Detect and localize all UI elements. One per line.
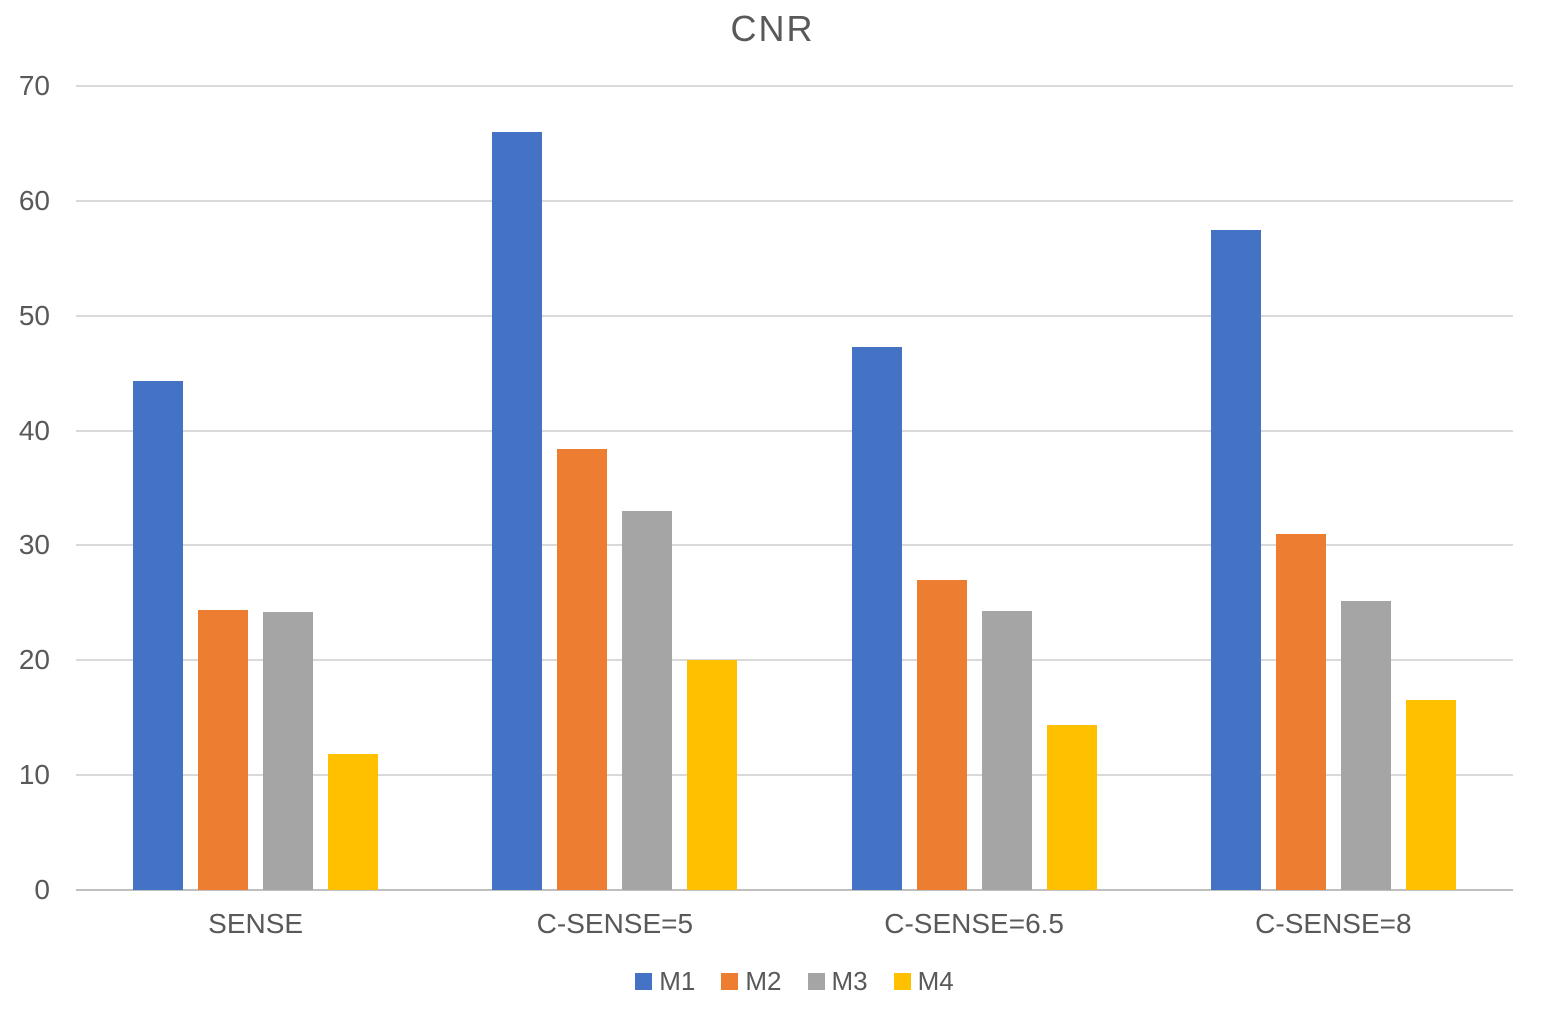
gridline-y-10 (76, 774, 1513, 777)
gridline-y-70 (76, 85, 1513, 87)
bar-m4-c-sense-8 (1406, 700, 1456, 890)
plot-area (76, 85, 1513, 891)
bar-m1-c-sense-5 (492, 132, 542, 890)
bar-m1-c-sense-6-5 (852, 347, 902, 890)
bar-m2-c-sense-6-5 (917, 580, 967, 890)
legend-item-m2: M2 (721, 966, 782, 997)
legend-item-m4: M4 (893, 966, 954, 997)
legend-swatch-m2 (721, 973, 739, 990)
bar-m1-sense (133, 381, 183, 890)
legend-label-m2: M2 (745, 966, 782, 996)
bar-m4-c-sense-5 (687, 660, 737, 890)
bar-m3-c-sense-5 (622, 511, 672, 890)
bar-m2-c-sense-5 (557, 449, 607, 890)
legend-label-m4: M4 (917, 966, 954, 996)
x-category-label-sense: SENSE (208, 908, 304, 939)
gridline-y-60 (76, 199, 1513, 202)
bar-m1-c-sense-8 (1211, 230, 1261, 890)
legend-label-m1: M1 (659, 966, 696, 996)
legend-item-m3: M3 (807, 966, 868, 997)
legend-item-m1: M1 (635, 966, 695, 997)
y-tick-label-10: 10 (18, 759, 50, 791)
bar-m3-c-sense-6-5 (982, 611, 1032, 890)
y-tick-label-70: 70 (18, 70, 50, 101)
y-tick-label-0: 0 (34, 874, 50, 905)
x-category-label-c-sense-6-5: C-SENSE=6.5 (884, 908, 1064, 939)
legend: M1 M2 M3 M4 (76, 966, 1513, 997)
bar-m3-c-sense-8 (1341, 601, 1391, 890)
x-category-label-c-sense-8: C-SENSE=8 (1255, 908, 1412, 939)
bar-m3-sense (263, 612, 313, 890)
legend-swatch-m4 (893, 973, 911, 990)
bar-m2-c-sense-8 (1276, 534, 1326, 890)
bar-m4-sense (328, 754, 378, 890)
y-tick-label-20: 20 (18, 644, 50, 676)
y-tick-label-60: 60 (18, 184, 50, 216)
gridline-y-30 (76, 544, 1513, 547)
gridline-y-20 (76, 659, 1513, 662)
y-tick-label-30: 30 (18, 529, 50, 561)
y-tick-label-50: 50 (18, 299, 50, 331)
legend-swatch-m3 (807, 973, 825, 990)
y-tick-label-40: 40 (18, 414, 50, 446)
gridline-y-50 (76, 314, 1513, 317)
bar-m2-sense (198, 610, 248, 890)
gridline-y-40 (76, 429, 1513, 432)
chart-title: CNR (730, 8, 815, 49)
legend-swatch-m1 (635, 973, 653, 990)
x-category-label-c-sense-5: C-SENSE=5 (536, 908, 694, 939)
bar-m4-c-sense-6-5 (1047, 725, 1097, 890)
legend-label-m3: M3 (831, 966, 868, 996)
x-axis-line (76, 889, 1513, 891)
